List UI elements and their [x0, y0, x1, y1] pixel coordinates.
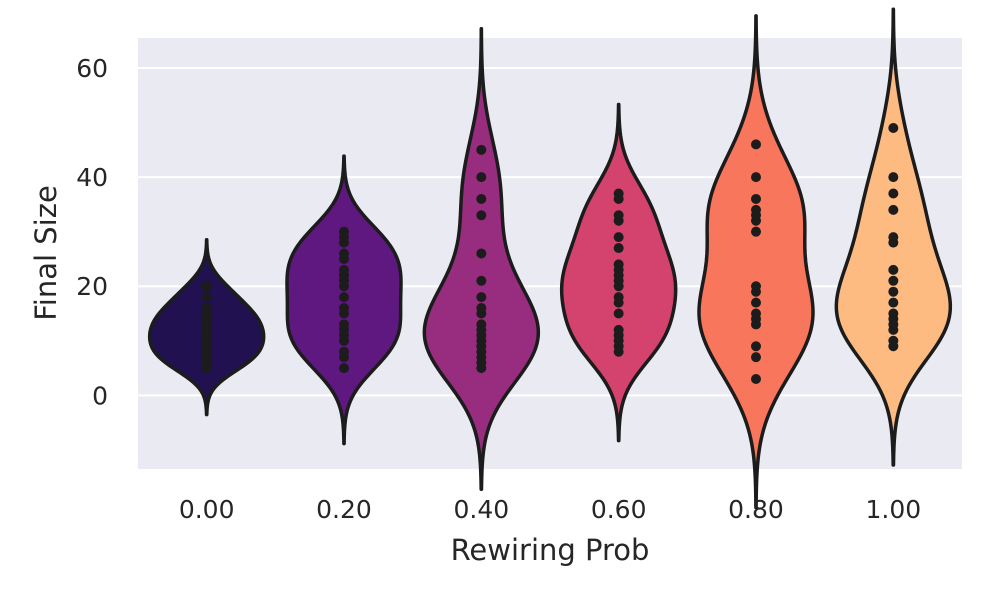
data-point: [888, 232, 899, 243]
x-axis-label: Rewiring Prob: [451, 533, 650, 567]
x-tick-label: 0.40: [453, 495, 509, 524]
data-point: [476, 292, 487, 303]
data-point: [888, 123, 899, 134]
data-point: [339, 226, 349, 237]
data-point: [888, 188, 899, 199]
data-point: [613, 243, 624, 254]
data-point: [613, 210, 624, 221]
x-tick-label: 0.00: [179, 495, 235, 524]
data-point: [201, 281, 212, 292]
data-point: [613, 232, 624, 243]
data-point: [339, 248, 349, 259]
data-point: [888, 264, 899, 275]
y-tick-label: 20: [76, 272, 108, 301]
data-point: [339, 292, 349, 303]
data-point: [476, 210, 487, 221]
data-point: [751, 226, 761, 237]
data-point: [751, 204, 761, 215]
data-point: [888, 204, 899, 215]
data-point: [751, 281, 761, 292]
data-point: [751, 172, 761, 183]
data-point: [888, 335, 899, 346]
data-point: [613, 259, 624, 270]
x-tick-label: 1.00: [865, 495, 921, 524]
data-point: [201, 292, 212, 303]
y-tick-label: 60: [76, 54, 108, 83]
data-point: [888, 297, 899, 308]
violin-0.40: [422, 26, 541, 491]
data-point: [888, 172, 899, 183]
data-point: [613, 308, 624, 319]
data-point: [476, 319, 487, 330]
violin-0.80: [697, 14, 815, 510]
data-point: [751, 193, 761, 204]
data-point: [339, 363, 349, 374]
data-point: [339, 264, 349, 275]
data-point: [476, 275, 487, 286]
data-point: [339, 319, 349, 330]
y-axis-label: Final Size: [29, 185, 63, 321]
data-point: [339, 346, 349, 357]
gridlines: [138, 67, 962, 397]
data-point: [201, 303, 212, 314]
data-point: [888, 275, 899, 286]
y-tick-label: 0: [92, 381, 108, 410]
x-tick-label: 0.20: [316, 495, 372, 524]
data-point: [476, 193, 487, 204]
x-tick-label: 0.60: [591, 495, 647, 524]
data-point: [613, 292, 624, 303]
data-point: [888, 308, 899, 319]
data-point: [476, 172, 487, 183]
x-tick-label: 0.80: [728, 495, 784, 524]
data-point: [476, 303, 487, 314]
data-point: [613, 324, 624, 335]
data-point: [339, 303, 349, 314]
data-point: [751, 308, 761, 319]
data-point: [751, 352, 761, 363]
data-point: [888, 286, 899, 297]
data-point: [476, 144, 487, 155]
data-point: [751, 297, 761, 308]
y-tick-labels: 0 20 40 60: [76, 54, 108, 410]
data-point: [613, 188, 624, 199]
data-point: [751, 139, 761, 150]
x-tick-labels: 0.00 0.20 0.40 0.60 0.80 1.00: [179, 495, 921, 524]
plot-background: [138, 38, 962, 469]
data-points: [201, 123, 899, 384]
y-tick-label: 40: [76, 163, 108, 192]
data-point: [476, 248, 487, 259]
data-point: [751, 341, 761, 352]
data-point: [751, 373, 761, 384]
